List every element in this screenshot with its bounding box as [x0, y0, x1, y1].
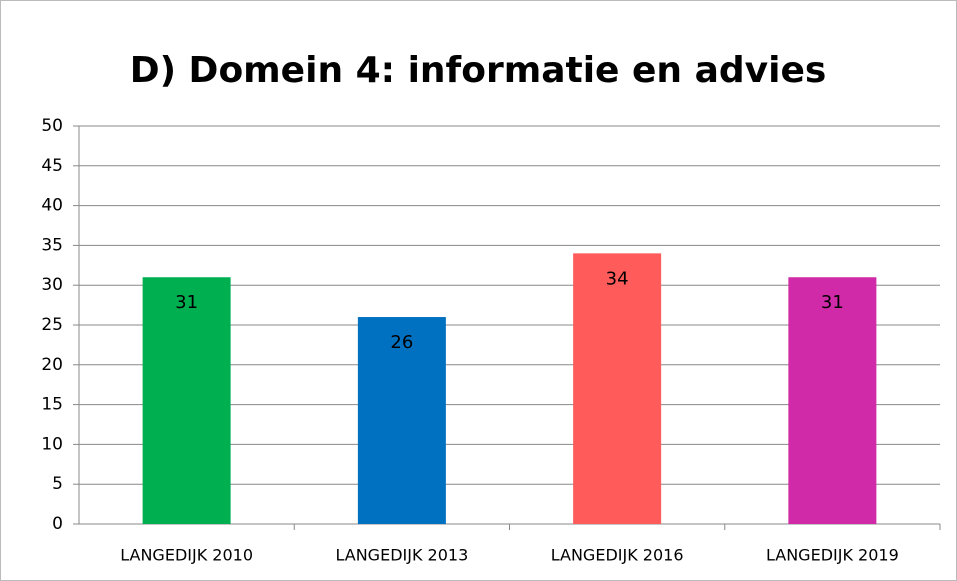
bar: [142, 277, 231, 524]
x-tick-label: LANGEDIJK 2019: [766, 546, 899, 565]
y-tick-label: 5: [52, 474, 63, 494]
y-tick-label: 10: [41, 434, 63, 454]
chart-title: D) Domein 4: informatie en advies: [130, 50, 827, 91]
y-tick-label: 50: [41, 116, 63, 136]
y-tick-label: 40: [41, 196, 63, 216]
y-tick-label: 15: [41, 395, 63, 415]
data-label: 26: [390, 332, 413, 353]
data-label: 34: [606, 268, 629, 289]
x-tick-label: LANGEDIJK 2010: [120, 546, 253, 565]
y-tick-label: 45: [41, 156, 63, 176]
y-tick-label: 35: [41, 235, 63, 255]
y-tick-label: 30: [41, 275, 63, 295]
bar: [788, 277, 877, 524]
y-tick-label: 20: [41, 355, 63, 375]
x-tick-label: LANGEDIJK 2013: [335, 546, 468, 565]
y-tick-label: 25: [41, 315, 63, 335]
y-tick-label: 0: [52, 514, 63, 534]
bar: [357, 317, 446, 524]
data-label: 31: [175, 292, 198, 313]
x-tick-label: LANGEDIJK 2016: [551, 546, 684, 565]
data-label: 31: [821, 292, 844, 313]
bar: [573, 253, 662, 525]
